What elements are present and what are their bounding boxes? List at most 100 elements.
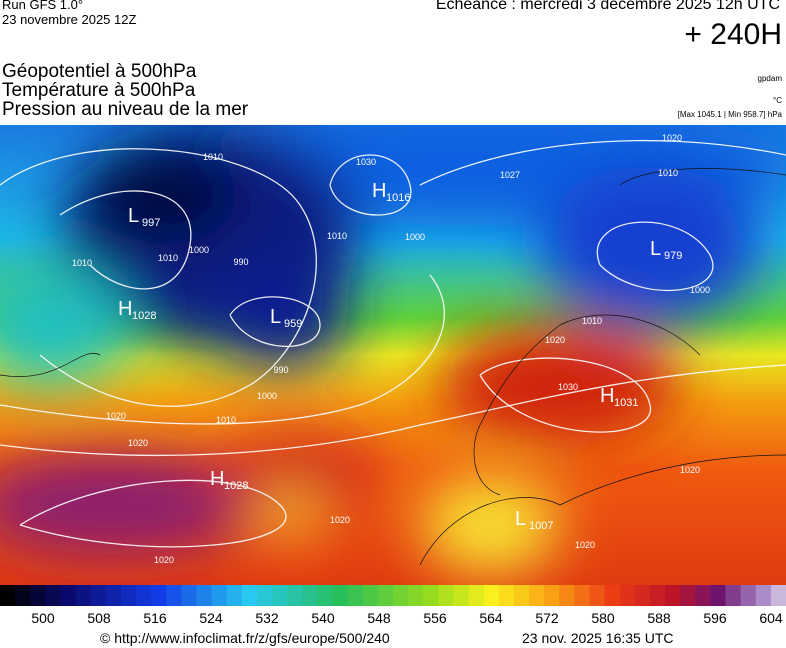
- scale-swatch: [151, 585, 167, 606]
- scale-label: 588: [647, 610, 671, 626]
- scale-swatch: [287, 585, 303, 606]
- scale-label: 500: [31, 610, 55, 626]
- scale-swatch: [362, 585, 379, 606]
- scale-label: 532: [255, 610, 279, 626]
- scale-swatch: [317, 585, 334, 606]
- center-value: 959: [284, 318, 302, 330]
- scale-swatch: [15, 585, 31, 606]
- isobar-label: 1020: [662, 133, 682, 143]
- title: Pression au niveau de la mer: [2, 99, 249, 120]
- scale-swatch: [241, 585, 258, 606]
- isobar-label: 1010: [216, 415, 236, 425]
- scale-swatch: [755, 585, 772, 606]
- center-value: 979: [664, 250, 682, 262]
- scale-label: 516: [143, 610, 167, 626]
- center-letter: L: [515, 508, 526, 530]
- isobar-label: 1020: [128, 438, 148, 448]
- scale-swatch: [725, 585, 742, 606]
- scale-label: 556: [423, 610, 447, 626]
- scale-swatch: [544, 585, 560, 606]
- isobar-label: 1030: [558, 382, 578, 392]
- title: Température à 500hPa: [2, 80, 196, 101]
- center-value: 1016: [386, 192, 410, 204]
- scale-label: 572: [535, 610, 559, 626]
- center-letter: H: [118, 298, 132, 320]
- center-letter: H: [600, 385, 614, 407]
- scale-swatch: [272, 585, 288, 606]
- isobar-label: 1020: [330, 515, 350, 525]
- scale-swatch: [574, 585, 590, 606]
- scale-label: 596: [703, 610, 727, 626]
- scale-swatch: [468, 585, 485, 606]
- scale-swatch: [211, 585, 228, 606]
- scale-swatch: [710, 585, 727, 606]
- isobar-label: 990: [273, 365, 288, 375]
- scale-swatch: [423, 585, 439, 606]
- isobar-label: 1010: [72, 258, 92, 268]
- isobar-label: 1020: [154, 555, 174, 565]
- scale-label: 540: [311, 610, 335, 626]
- isobar-label: 990: [233, 257, 248, 267]
- center-value: 1028: [224, 480, 248, 492]
- center-value: 1007: [529, 520, 553, 532]
- scale-swatch: [604, 585, 621, 606]
- scale-label: 604: [759, 610, 783, 626]
- isobar-label: 1000: [405, 232, 425, 242]
- scale-swatch: [740, 585, 757, 606]
- center-letter: L: [650, 238, 661, 260]
- isobar-label: 1000: [189, 245, 209, 255]
- isobar-label: 1010: [327, 231, 347, 241]
- isobar-label: 1030: [356, 157, 376, 167]
- timestamp: 23 nov. 2025 16:35 UTC: [522, 630, 674, 646]
- isobar-label: 1010: [158, 253, 178, 263]
- scale-swatch: [377, 585, 394, 606]
- unit: gpdam: [757, 74, 782, 83]
- scale-swatch: [347, 585, 364, 606]
- scale-swatch: [75, 585, 92, 606]
- scale-label: 508: [87, 610, 111, 626]
- scale-swatch: [498, 585, 515, 606]
- scale-swatch: [453, 585, 470, 606]
- scale-swatch: [45, 585, 61, 606]
- scale-swatch: [0, 585, 16, 606]
- isobar-label: 1010: [582, 316, 602, 326]
- center-value: 1031: [614, 397, 638, 409]
- scale-swatch: [256, 585, 273, 606]
- center-letter: L: [128, 205, 139, 227]
- scale-swatch: [332, 585, 349, 606]
- isobar-label: 1020: [545, 335, 565, 345]
- unit: [Max 1045.1 | Min 958.7] hPa: [677, 110, 782, 119]
- isobar-label: 1020: [575, 540, 595, 550]
- scale-swatch: [634, 585, 651, 606]
- center-value: 997: [142, 217, 160, 229]
- title: Géopotentiel à 500hPa: [2, 61, 197, 82]
- scale-swatch: [196, 585, 213, 606]
- scale-swatch: [513, 585, 530, 606]
- isobar-label: 1000: [690, 285, 710, 295]
- scale-swatch: [529, 585, 545, 606]
- scale-swatch: [120, 585, 137, 606]
- center-letter: H: [372, 180, 386, 202]
- isobar-label: 1027: [500, 170, 520, 180]
- isobar-label: 1000: [257, 391, 277, 401]
- scale-swatch: [90, 585, 107, 606]
- scale-swatch: [181, 585, 197, 606]
- isobar-label: 1010: [203, 152, 223, 162]
- center-value: 1028: [132, 310, 156, 322]
- center-letter: L: [270, 306, 281, 328]
- scale-swatch: [30, 585, 46, 606]
- unit: °C: [773, 96, 782, 105]
- scale-swatch: [619, 585, 636, 606]
- scale-label: 548: [367, 610, 391, 626]
- scale-swatch: [136, 585, 152, 606]
- scale-swatch: [559, 585, 575, 606]
- scale-label: 524: [199, 610, 223, 626]
- scale-swatch: [695, 585, 711, 606]
- scale-label: 564: [479, 610, 503, 626]
- scale-swatch: [680, 585, 696, 606]
- scale-swatch: [393, 585, 409, 606]
- forecast: Echéance : mercredi 3 décembre 2025 12h …: [435, 0, 780, 13]
- isobar-label: 1020: [106, 411, 126, 421]
